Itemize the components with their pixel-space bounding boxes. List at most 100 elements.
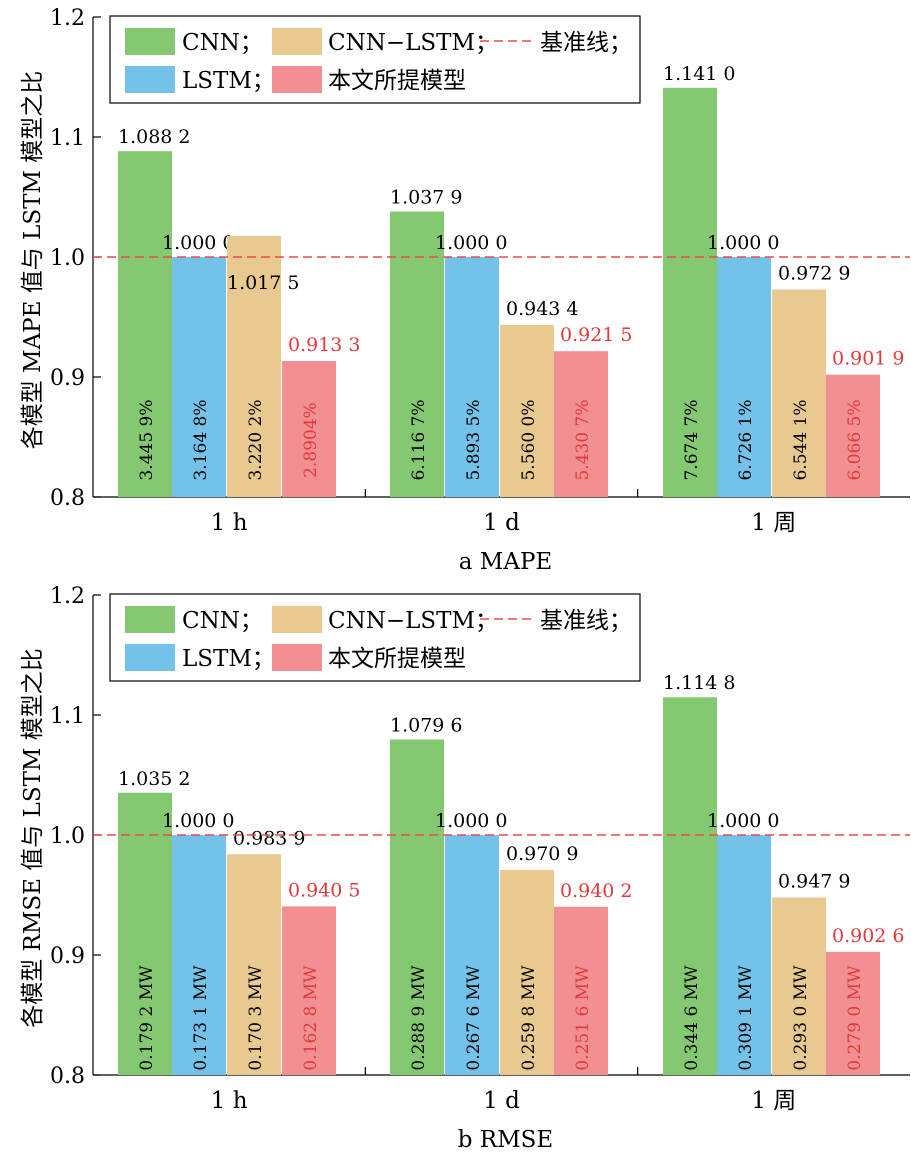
bar-inner-label: 0.293 0 MW [791, 965, 811, 1071]
bar-inner-label: 0.267 6 MW [464, 965, 484, 1071]
data-label: 0.972 9 [778, 263, 851, 285]
bar-cnn_lstm [772, 289, 826, 497]
data-label: 1.000 0 [162, 810, 235, 832]
bar-inner-label: 0.288 9 MW [409, 965, 429, 1071]
bar-proposed [282, 361, 336, 497]
bar-lstm [445, 257, 499, 497]
bar-inner-label: 0.279 0 MW [845, 965, 865, 1071]
legend-swatch-lstm [125, 644, 175, 671]
data-label: 1.000 0 [707, 232, 780, 254]
data-label: 0.901 9 [832, 348, 905, 370]
y-axis-title: 各模型 RMSE 值与 LSTM 模型之比 [20, 648, 46, 1028]
bar-inner-label: 0.173 1 MW [191, 965, 211, 1071]
bar-proposed [554, 906, 608, 1075]
legend-swatch-cnn [125, 606, 175, 633]
data-label: 0.940 5 [288, 879, 361, 901]
data-label: 1.141 0 [663, 63, 736, 85]
data-label: 0.921 5 [560, 324, 633, 346]
legend: CNN； CNN−LSTM； 基准线； LSTM； 本文所提模型 [109, 593, 641, 682]
data-label: 1.000 0 [435, 810, 508, 832]
bar-inner-label: 3.164 8% [191, 399, 211, 480]
bar-inner-label: 2.8904% [301, 402, 321, 478]
legend-label-cnn: CNN； [182, 30, 263, 56]
bar-inner-label: 5.560 0% [519, 399, 539, 480]
bar-inner-label: 7.674 7% [682, 399, 702, 480]
legend-label-cnn-lstm: CNN−LSTM； [328, 30, 498, 56]
legend-swatch-cnn-lstm [272, 28, 322, 55]
bar-inner-label: 5.430 7% [573, 399, 593, 480]
data-label: 1.000 0 [435, 232, 508, 254]
bar-cnn [663, 697, 717, 1075]
data-label: 1.000 0 [707, 810, 780, 832]
bar-proposed [282, 906, 336, 1075]
y-tick-label: 0.9 [50, 366, 85, 391]
bar-cnn_lstm [500, 869, 554, 1075]
bar-cnn_lstm [772, 897, 826, 1075]
x-tick-label: 1 周 [751, 1088, 796, 1114]
y-tick-label: 0.8 [50, 486, 85, 511]
y-tick-label: 1.2 [50, 584, 85, 609]
chart-caption: a MAPE [459, 549, 552, 575]
legend-box [109, 593, 641, 682]
bar-inner-label: 5.893 5% [464, 399, 484, 480]
bar-cnn_lstm [227, 854, 281, 1075]
data-label: 0.943 4 [506, 298, 579, 320]
bar-lstm [717, 257, 771, 497]
data-label: 0.940 2 [560, 880, 633, 902]
legend-label-baseline: 基准线； [540, 608, 632, 634]
legend-swatch-cnn-lstm [272, 606, 322, 633]
rmse-chart: 0.8 0.9 1.0 1.1 1.2 各模型 RMSE 值与 LSTM 模型之比 1 h 1… [20, 584, 910, 1153]
legend-swatch-proposed [272, 644, 322, 671]
data-label: 0.902 6 [832, 925, 905, 947]
bar-proposed [554, 351, 608, 497]
bar-inner-label: 0.162 8 MW [301, 965, 321, 1071]
bar-inner-label: 0.251 6 MW [573, 965, 593, 1071]
bar-cnn_lstm [500, 324, 554, 497]
data-label: 1.037 9 [390, 187, 463, 209]
mape-chart: 0.8 0.9 1.0 1.1 1.2 各模型 MAPE 值与 LSTM 模型之比 1 h 1… [20, 6, 910, 575]
x-tick-label: 1 d [483, 1088, 520, 1114]
bar-cnn [390, 739, 444, 1075]
bar-lstm [717, 835, 771, 1075]
bar-cnn [390, 211, 444, 497]
y-tick-label: 1.0 [50, 246, 85, 271]
bar-proposed [826, 374, 880, 497]
bar-lstm [172, 257, 226, 497]
data-label: 1.114 8 [663, 672, 736, 694]
bar-inner-label: 3.220 2% [246, 399, 266, 480]
x-tick-label: 1 周 [751, 510, 796, 536]
bar-inner-label: 0.259 8 MW [519, 965, 539, 1071]
legend-swatch-lstm [125, 66, 175, 93]
x-tick-label: 1 h [211, 510, 248, 536]
bar-cnn [118, 792, 172, 1075]
bar-lstm [445, 835, 499, 1075]
data-label: 1.017 5 [227, 272, 300, 294]
bar-inner-label: 6.544 1% [791, 399, 811, 480]
legend-label-proposed: 本文所提模型 [328, 646, 466, 672]
legend: CNN； CNN−LSTM； 基准线； LSTM； 本文所提模型 [109, 15, 641, 104]
bar-inner-label: 6.066 5% [845, 399, 865, 480]
bar-inner-label: 6.726 1% [736, 399, 756, 480]
data-label: 1.035 2 [118, 768, 191, 790]
bar-inner-label: 0.344 6 MW [682, 965, 702, 1071]
y-tick-label: 0.9 [50, 944, 85, 969]
data-label: 0.947 9 [778, 871, 851, 893]
legend-label-cnn: CNN； [182, 608, 263, 634]
chart-caption: b RMSE [458, 1127, 553, 1153]
y-tick-label: 0.8 [50, 1064, 85, 1089]
legend-swatch-cnn [125, 28, 175, 55]
bar-inner-label: 3.445 9% [137, 399, 157, 480]
bar-lstm [172, 835, 226, 1075]
y-tick-label: 1.0 [50, 824, 85, 849]
bar-cnn_lstm [227, 236, 281, 497]
bar-proposed [826, 951, 880, 1075]
legend-label-baseline: 基准线； [540, 30, 632, 56]
data-label: 0.913 3 [288, 334, 361, 356]
bar-inner-label: 0.309 1 MW [736, 965, 756, 1071]
bar-inner-label: 0.179 2 MW [137, 965, 157, 1071]
y-tick-label: 1.1 [50, 704, 85, 729]
y-axis-title: 各模型 MAPE 值与 LSTM 模型之比 [20, 71, 46, 450]
bar-cnn [663, 87, 717, 498]
legend-swatch-proposed [272, 66, 322, 93]
legend-label-lstm: LSTM； [182, 646, 275, 672]
